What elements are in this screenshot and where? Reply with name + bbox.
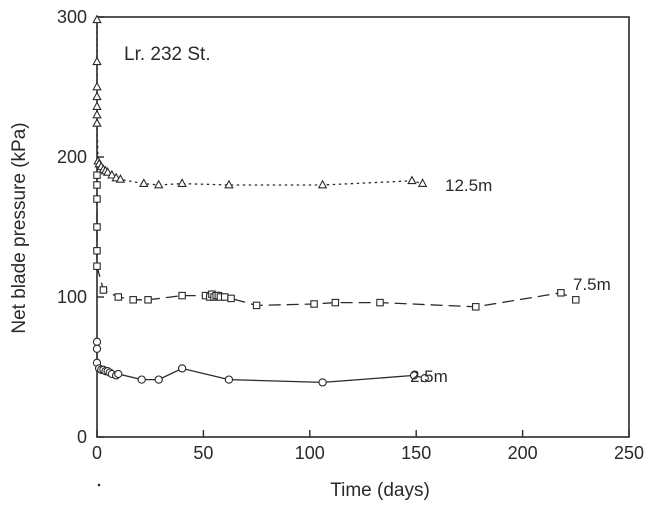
data-point [224,375,234,384]
data-point [317,179,328,189]
site-annotation: Lr. 232 St. [124,44,211,65]
data-point [407,175,417,185]
scan-speck [97,483,101,487]
data-point [92,344,102,353]
data-point [93,223,101,231]
series-12.5m [92,14,428,189]
data-point [93,195,101,203]
data-point [99,286,108,294]
data-point [417,178,428,187]
data-point [92,81,102,91]
data-point [93,262,101,270]
data-point [376,298,384,307]
data-point [139,178,149,187]
data-point [331,298,340,307]
data-point [92,118,102,127]
data-point [114,369,123,379]
data-point [177,178,187,187]
data-point [572,296,580,304]
series-label: 12.5m [445,176,492,195]
y-axis-ticks: 0 100 200 300 [57,7,104,447]
data-point [227,294,235,303]
series-label: 7.5m [573,275,611,294]
data-point [177,364,187,373]
data-point [178,291,186,300]
series-2.5m [92,337,429,387]
data-point [153,179,164,189]
data-point [252,301,261,310]
data-point [310,300,318,308]
data-point [129,296,137,304]
data-point [93,171,101,179]
data-point [220,293,229,301]
series-label: 2.5m [410,367,448,386]
x-axis-label: Time (days) [330,480,430,501]
data-point [144,296,152,304]
data-point [557,289,565,297]
data-point [92,91,102,101]
data-point [92,109,102,119]
plot-frame [96,16,630,438]
data-point [92,337,102,346]
data-point [137,375,146,384]
data-point [115,174,126,183]
series-layer [92,14,580,387]
y-tick-label: 0 [77,427,87,447]
data-point [224,179,234,189]
x-tick-label: 50 [193,443,213,463]
data-point [472,303,480,311]
data-point [154,375,163,384]
data-point [92,101,102,110]
x-axis-ticks: 0 50 100 150 200 250 [92,430,644,463]
data-point [114,293,123,301]
data-point [92,14,102,24]
x-tick-label: 150 [401,443,431,463]
x-tick-label: 100 [295,443,325,463]
series-labels: 12.5m 7.5m 2.5m [410,176,611,386]
x-tick-label: 200 [508,443,538,463]
y-tick-label: 300 [57,7,87,27]
series-7.5m [93,171,580,311]
data-point [93,181,101,189]
series-line [96,175,577,308]
y-tick-label: 100 [57,287,87,307]
data-point [93,247,101,255]
data-point [318,378,327,387]
series-line [96,341,425,384]
data-point [409,371,419,380]
x-tick-label: 250 [614,443,644,463]
data-point [420,374,429,383]
data-point [92,56,102,66]
data-point [107,169,117,179]
data-point [102,167,113,176]
x-tick-label: 0 [92,443,102,463]
y-axis-label: Net blade pressure (kPa) [9,122,30,333]
y-tick-label: 200 [57,147,87,167]
